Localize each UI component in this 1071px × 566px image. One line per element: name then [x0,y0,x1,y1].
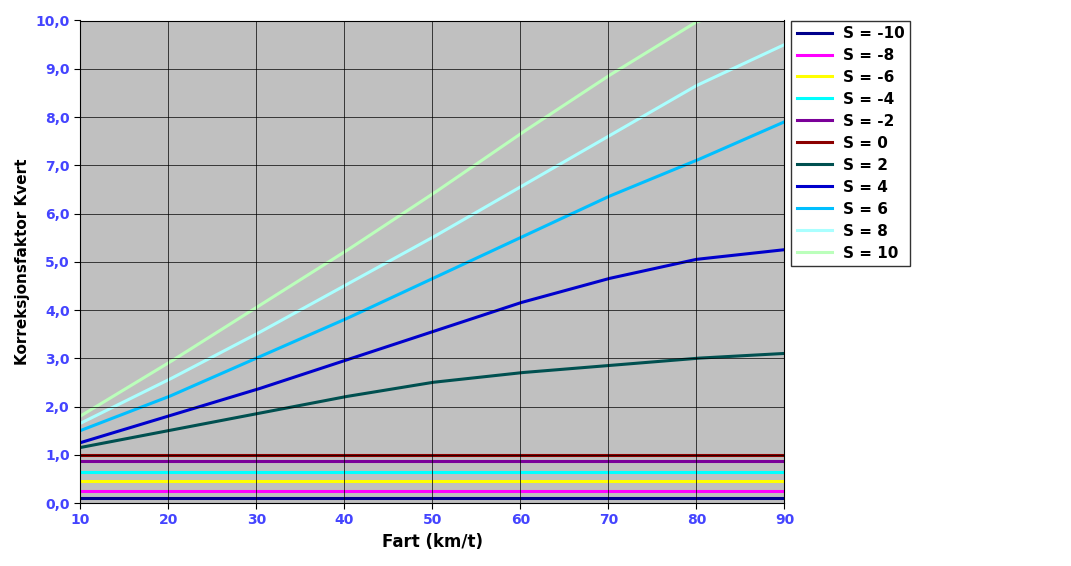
S = 4 [517,299,530,306]
S = -2 [778,457,790,464]
S = -6 [583,478,595,484]
S = -2 [586,457,599,464]
S = 8 [159,378,171,385]
Line: S = 2: S = 2 [80,353,784,448]
S = -8 [74,487,87,494]
S = 2 [303,400,316,407]
S = 8 [586,142,599,149]
S = 2 [778,350,790,357]
S = 6 [74,427,87,434]
S = -10 [159,495,171,501]
S = 0 [583,451,595,458]
S = -4 [778,468,790,475]
S = 4 [583,281,595,288]
S = -6 [74,478,87,484]
S = 2 [586,363,599,370]
Line: S = 10: S = 10 [80,0,784,416]
S = -4 [352,468,365,475]
S = 0 [159,451,171,458]
S = 6 [303,332,316,338]
S = -2 [159,457,171,464]
S = 0 [586,451,599,458]
S = 8 [517,182,530,188]
Line: S = 8: S = 8 [80,45,784,423]
Line: S = 4: S = 4 [80,250,784,443]
S = 10 [303,271,316,277]
S = 10 [583,85,595,92]
S = -10 [517,495,530,501]
S = -8 [352,487,365,494]
S = 0 [517,451,530,458]
S = 0 [778,451,790,458]
S = -10 [583,495,595,501]
S = 10 [74,413,87,419]
S = 4 [778,246,790,253]
S = -10 [74,495,87,501]
S = -6 [517,478,530,484]
S = -2 [517,457,530,464]
S = -4 [517,468,530,475]
S = -2 [583,457,595,464]
S = 0 [352,451,365,458]
S = -6 [303,478,316,484]
S = 10 [517,128,530,135]
S = 2 [583,364,595,371]
S = 2 [352,391,365,398]
S = 4 [586,280,599,286]
S = 2 [74,444,87,451]
Legend: S = -10, S = -8, S = -6, S = -4, S = -2, S = 0, S = 2, S = 4, S = 6, S = 8, S = : S = -10, S = -8, S = -6, S = -4, S = -2,… [791,20,910,266]
S = -8 [778,487,790,494]
S = -10 [352,495,365,501]
S = 8 [303,302,316,308]
S = -4 [74,468,87,475]
S = 4 [159,414,171,421]
S = -4 [303,468,316,475]
Line: S = 6: S = 6 [80,122,784,431]
S = 8 [778,41,790,48]
S = -10 [303,495,316,501]
S = 10 [586,83,599,90]
S = -4 [159,468,171,475]
S = -8 [303,487,316,494]
S = 6 [586,201,599,208]
S = 8 [583,144,595,151]
S = -4 [583,468,595,475]
S = -10 [586,495,599,501]
S = 0 [74,451,87,458]
S = 2 [517,369,530,376]
S = -6 [159,478,171,484]
S = 6 [583,203,595,209]
S = 4 [352,353,365,359]
S = -2 [74,457,87,464]
S = -6 [352,478,365,484]
S = 6 [352,310,365,316]
S = 6 [517,233,530,239]
Y-axis label: Korreksjonsfaktor Kvert: Korreksjonsfaktor Kvert [15,158,30,365]
S = 4 [74,439,87,446]
S = -2 [303,457,316,464]
S = -6 [778,478,790,484]
S = 6 [778,118,790,125]
S = 8 [352,275,365,281]
S = 0 [303,451,316,458]
S = 10 [159,362,171,368]
S = -4 [586,468,599,475]
S = 10 [352,239,365,246]
S = -6 [586,478,599,484]
S = -10 [778,495,790,501]
S = -2 [352,457,365,464]
S = 8 [74,420,87,427]
S = 2 [159,428,171,435]
S = -8 [583,487,595,494]
S = -8 [517,487,530,494]
S = -8 [586,487,599,494]
S = 6 [159,395,171,401]
S = -8 [159,487,171,494]
S = 4 [303,368,316,375]
X-axis label: Fart (km/t): Fart (km/t) [382,533,483,551]
